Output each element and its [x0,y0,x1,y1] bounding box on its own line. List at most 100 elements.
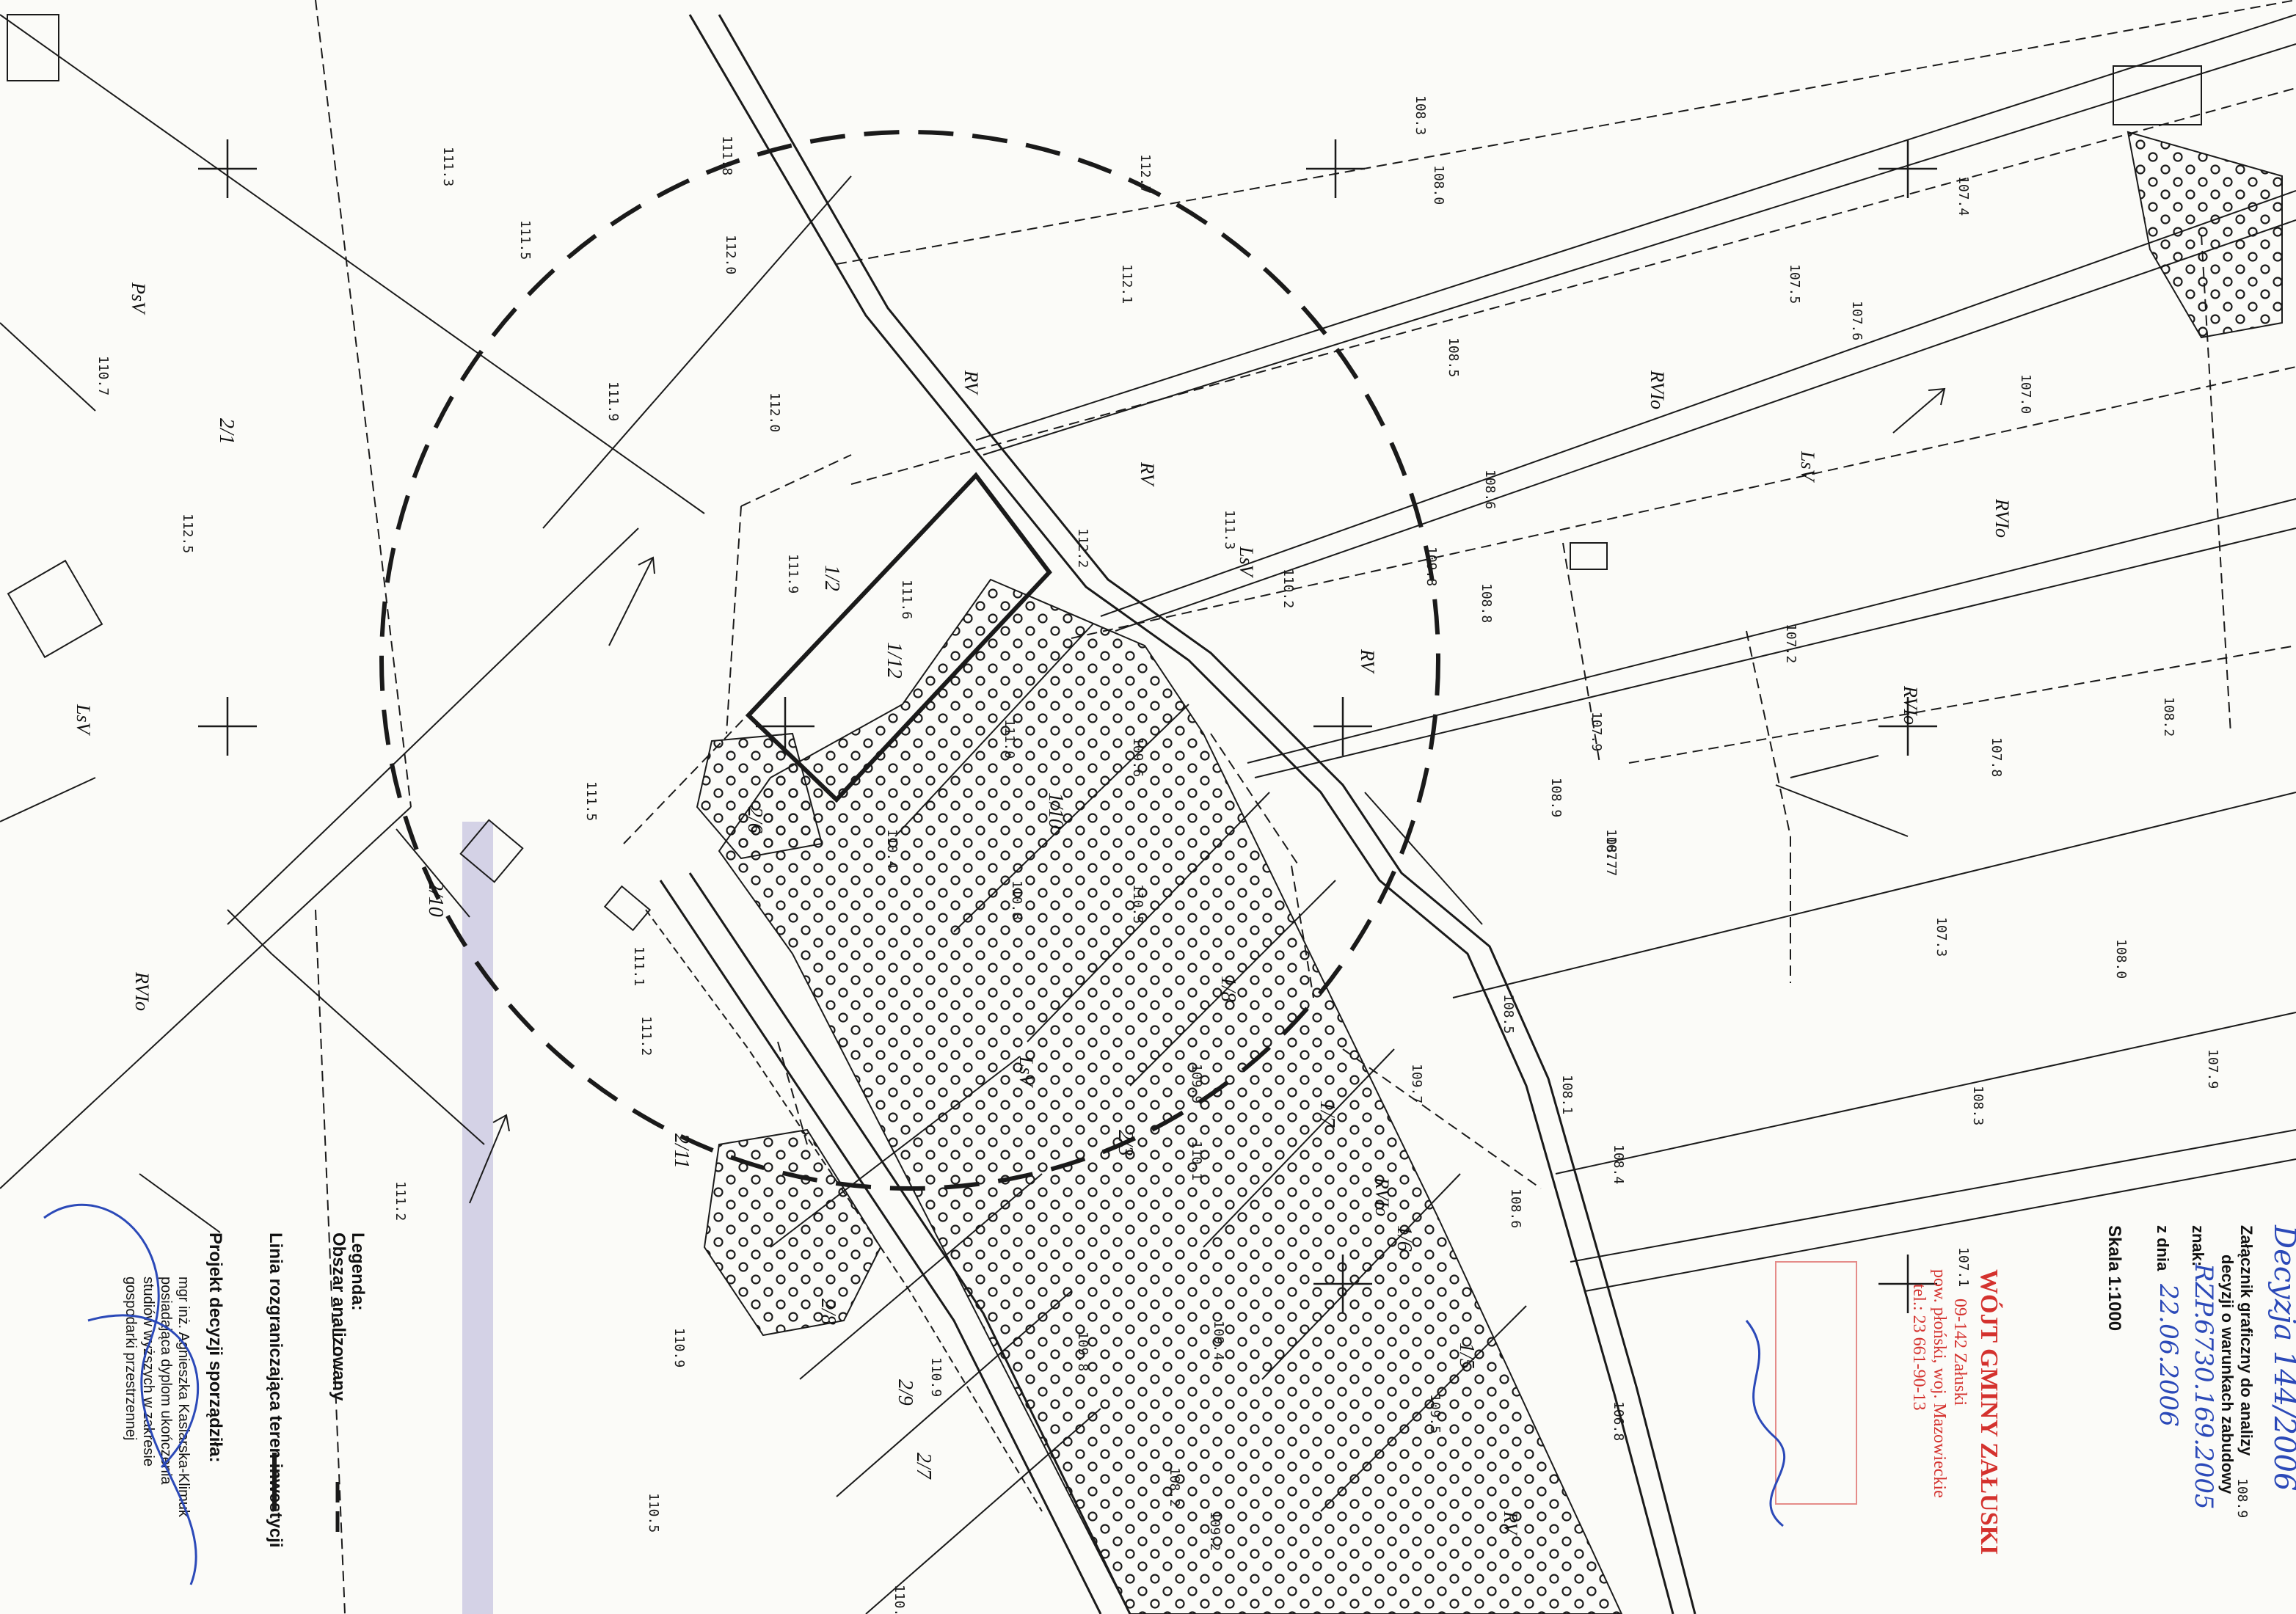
elevation: 108.4 [1611,1144,1626,1184]
parcel-label: 1/7 [1316,1100,1338,1128]
elevation: 107.1 [1956,1247,1971,1287]
stamp-line-1: 09-142 Załuski [1950,1299,1969,1406]
decision-line: decyzji o warunkach zabudowy [2218,1255,2237,1494]
parcel-label: 2/10 [424,880,447,917]
signature [43,1203,200,1585]
elevation: 107.4 [1956,176,1971,216]
elevation: 112.1 [1119,264,1134,304]
legend-title: Legenda: [348,1233,368,1311]
scan-streak [462,822,493,1614]
sign-value: RZP.6730.169.2005 [2189,1263,2218,1510]
parcel-label: 2/6 [743,807,766,833]
elevation: 110.4 [884,829,900,869]
elevation: 110.2 [1280,569,1296,608]
elevation: 108.6 [1482,470,1498,509]
elevation: 109.9 [1189,1064,1204,1103]
parcel-numbers: 2/1 2/10 1/2 1/12 2/6 1/10 1/8 1/7 1/6 1… [215,418,1478,1480]
land-use-label: RVIo [1900,685,1921,725]
elevation: 110.8 [892,1585,907,1614]
elevation: 108.2 [2161,697,2176,737]
land-use-label: RVIo [131,971,153,1011]
elevation: 107.8 [1989,737,2004,777]
elevation: 107.9 [1589,712,1604,751]
elevation: 110.5 [646,1493,661,1533]
elevation: 108.7 [1603,829,1619,869]
land-use-label: LsV [1236,546,1257,579]
parcel-label: 2/7 [912,1453,935,1480]
decision-number: Decyzja 144/2006 [2267,1224,2296,1491]
elevation: 108.3 [1413,95,1428,135]
elevation: 109.8 [1075,1332,1090,1371]
elevation: 111.5 [517,220,533,260]
elevation: 111.8 [719,136,735,175]
elevation: 106.8 [1611,1401,1626,1441]
elevation: 111.9 [785,554,801,594]
analyzed-area-circle [379,130,1440,1191]
elevation: 107.6 [1849,301,1865,340]
elevation: 110.9 [928,1357,944,1397]
date-label: z dnia [2154,1225,2172,1271]
elevation: 107.5 [1787,264,1802,304]
investment-boundary [745,472,1052,803]
elevation: 108.2 [1167,1467,1182,1507]
land-use-label: RVIo [1371,1177,1393,1216]
elevation: 110.9 [671,1328,687,1367]
scale-label: Skala 1:1000 [2104,1225,2124,1331]
road [645,14,1697,1614]
elevation: 108.5 [1501,994,1516,1034]
elevation: 111.2 [638,1016,654,1056]
elevation: 111.9 [605,381,621,421]
seal-box [1775,1261,1857,1505]
elevation: 107.3 [1934,917,1949,957]
elevation: 109.8 [1424,547,1439,586]
elevation: 111.3 [1222,510,1237,549]
survey-markers [198,139,1937,1313]
land-use-label: LsV [73,704,94,737]
elevation: 108.5 [1446,337,1461,377]
elevation: 107.0 [2018,374,2033,414]
elevation: 108.6 [1508,1188,1523,1228]
legend-author-4: gospodarki przestrzennej [123,1277,139,1440]
land-use-labels: RV RV LsV RV RVIo LsV RVIo LsV RVIo PsV … [73,282,2013,1536]
elevation: 112.0 [723,235,738,274]
legend-item-analyzed-area: Obszar analizowany [329,1233,349,1401]
official-signature [1745,1320,1786,1527]
elevation: 108.9 [2234,1478,2250,1518]
parcel-label: 1/10 [1044,792,1067,829]
land-use-label: LsV [1797,450,1818,483]
parcel-label: 1/12 [883,642,905,679]
slope-arrows [469,387,1946,1204]
elevation: 112.2 [1075,528,1090,568]
stamp-line-2: pow. płoński, woj. Mazowieckie [1930,1269,1949,1498]
elevation: 112.5 [180,514,195,553]
elevation: 112.0 [767,392,782,432]
parcel-label: 2/11 [670,1133,693,1169]
elevation: 108.0 [1431,165,1446,205]
parcel-label: 2/8 [817,1299,839,1325]
land-use-label: PsV [128,282,149,315]
buildings [7,14,2202,932]
parcel-label: 2/1 [215,418,238,445]
official-stamp: WÓJT GMINY ZAŁUSKI 09-142 Załuski pow. p… [1909,1269,2003,1555]
legend-author-3: studiów wyższych w zakresie [140,1277,156,1467]
elevation: 110.5 [1130,884,1145,924]
land-use-label: RVIo [1991,498,2013,538]
elevation: 107.9 [2205,1049,2220,1089]
header-block: Decyzja 144/2006 Załącznik graficzny do … [2104,1224,2296,1510]
elevation: 111.6 [899,580,914,619]
elevation: 109.6 [1130,737,1145,777]
land-use-label: LsV [1016,1056,1037,1089]
land-use-label: RVIo [1647,370,1668,409]
elevation: 108.8 [1479,583,1494,623]
land-use-label: RV [961,370,982,395]
elevation: 108.0 [2113,939,2129,979]
legend: Legenda: Obszar analizowany Linia rozgra… [123,1233,368,1548]
parcel-label: 2/3 [1114,1130,1137,1156]
stamp-title: WÓJT GMINY ZAŁUSKI [1975,1269,2003,1555]
elevation: 109.2 [1207,1511,1222,1551]
elevation: 109.7 [1409,1064,1424,1103]
elevation: 111.3 [440,147,456,186]
land-use-label: RV [1137,461,1158,487]
legend-project-label: Projekt decyzji sporządziła: [205,1233,225,1462]
